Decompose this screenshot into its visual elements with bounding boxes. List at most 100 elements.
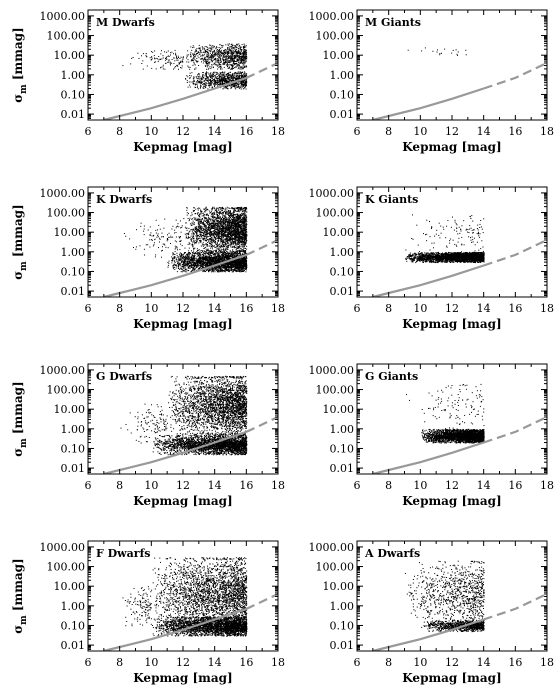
data-point	[216, 234, 218, 236]
data-point	[180, 60, 182, 62]
data-point	[212, 251, 214, 253]
data-point	[215, 47, 217, 49]
data-point	[214, 213, 216, 215]
x-tick-label: 12	[445, 125, 459, 138]
data-point	[220, 207, 222, 209]
data-point	[241, 237, 243, 239]
data-point	[177, 59, 179, 61]
data-point	[233, 247, 235, 248]
data-point	[230, 226, 232, 228]
data-point	[244, 62, 246, 64]
data-point	[233, 75, 234, 77]
data-point	[214, 239, 216, 241]
data-point	[238, 222, 239, 223]
data-point	[153, 55, 155, 57]
data-point	[209, 239, 211, 241]
data-point	[236, 252, 238, 254]
data-point	[218, 207, 220, 209]
data-point	[191, 250, 192, 252]
data-point	[216, 214, 218, 216]
data-point	[234, 57, 235, 59]
data-point	[223, 222, 225, 224]
data-point	[200, 227, 202, 229]
data-point	[219, 211, 221, 213]
data-point	[198, 81, 200, 83]
data-point	[228, 49, 230, 51]
data-point	[228, 220, 230, 222]
data-point	[222, 210, 223, 212]
data-point	[210, 77, 212, 78]
data-point	[238, 209, 240, 211]
data-point	[189, 219, 190, 221]
data-point	[215, 81, 217, 83]
data-point	[218, 75, 220, 76]
data-point	[246, 73, 248, 75]
data-point	[230, 243, 232, 244]
data-point	[212, 228, 214, 229]
data-point	[238, 43, 240, 45]
data-point	[154, 50, 156, 52]
data-point	[244, 233, 246, 235]
data-point	[234, 240, 236, 242]
data-point	[217, 55, 219, 57]
data-point	[228, 211, 230, 213]
data-point	[191, 218, 193, 220]
data-point	[215, 249, 217, 251]
data-point	[228, 224, 230, 226]
data-point	[235, 242, 237, 244]
data-point	[142, 68, 144, 70]
data-point	[204, 230, 206, 232]
data-point	[242, 246, 244, 248]
data-point	[217, 217, 218, 219]
data-point	[241, 239, 243, 241]
data-point	[245, 53, 247, 55]
data-point	[229, 55, 231, 57]
data-point	[189, 243, 191, 245]
data-point	[165, 57, 166, 59]
y-tick-label: 1000.00	[40, 10, 86, 23]
data-point	[244, 74, 246, 76]
data-point	[192, 233, 194, 235]
data-point	[231, 225, 233, 227]
data-point	[226, 82, 228, 84]
data-point	[244, 47, 245, 49]
data-point	[232, 223, 234, 225]
data-point	[198, 221, 200, 223]
data-point	[234, 241, 236, 243]
data-point	[232, 243, 234, 245]
data-point	[243, 60, 244, 62]
data-point	[225, 51, 227, 53]
data-point	[239, 72, 240, 74]
data-point	[193, 58, 195, 60]
data-point	[225, 231, 227, 233]
data-point	[244, 226, 246, 228]
data-point	[221, 234, 223, 235]
data-point	[233, 225, 234, 226]
data-point	[205, 76, 207, 78]
data-point	[243, 216, 245, 218]
data-point	[245, 242, 247, 244]
data-point	[230, 229, 232, 231]
data-point	[180, 67, 181, 69]
data-point	[241, 216, 243, 218]
data-point	[184, 256, 186, 258]
data-point	[212, 234, 214, 236]
data-point	[236, 51, 238, 53]
data-point	[231, 76, 233, 78]
data-point	[235, 251, 237, 253]
data-point	[230, 59, 232, 61]
data-point	[200, 211, 202, 212]
data-point	[184, 226, 186, 228]
data-point	[242, 237, 244, 239]
data-point	[243, 213, 245, 215]
data-point	[239, 233, 241, 235]
data-point	[210, 55, 212, 57]
data-point	[245, 209, 247, 211]
data-point	[245, 243, 246, 245]
data-point	[218, 217, 220, 219]
data-point	[193, 54, 195, 56]
data-point	[234, 54, 236, 56]
data-point	[196, 239, 198, 241]
data-point	[220, 250, 222, 252]
data-point	[243, 226, 245, 228]
